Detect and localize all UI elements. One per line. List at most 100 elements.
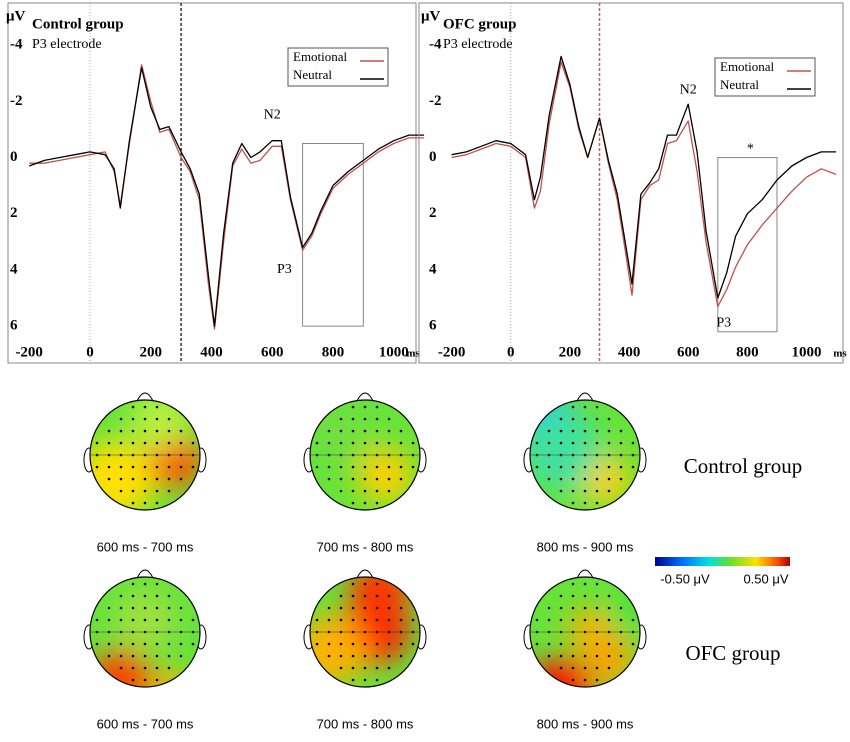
electrode (559, 594, 563, 598)
electrode (375, 582, 379, 586)
electrode (351, 417, 355, 421)
electrode (339, 417, 343, 421)
electrode (155, 606, 159, 610)
topomap (523, 392, 647, 511)
electrode (339, 429, 343, 433)
electrode (179, 654, 183, 658)
electrode (143, 594, 147, 598)
electrode (143, 429, 147, 433)
electrode (327, 618, 331, 622)
topomap-fill (90, 577, 200, 687)
electrode (595, 441, 599, 445)
electrode (571, 666, 575, 670)
electrode (399, 477, 403, 481)
electrode (179, 606, 183, 610)
electrode (583, 654, 587, 658)
electrode (387, 441, 391, 445)
electrode (191, 465, 195, 469)
electrode (131, 429, 135, 433)
electrode (363, 477, 367, 481)
annotation: P3 (716, 316, 731, 331)
electrode (583, 594, 587, 598)
electrode (315, 618, 319, 622)
electrode (375, 429, 379, 433)
electrode (119, 666, 123, 670)
nose (136, 392, 154, 402)
electrode (595, 477, 599, 481)
electrode (155, 501, 159, 505)
electrode (363, 582, 367, 586)
electrode (351, 582, 355, 586)
electrode (179, 465, 183, 469)
x-tick-label: 400 (200, 344, 223, 360)
electrode (583, 441, 587, 445)
electrode (167, 417, 171, 421)
electrode (559, 618, 563, 622)
electrode (387, 465, 391, 469)
electrode (571, 678, 575, 682)
electrode (375, 441, 379, 445)
electrode (155, 642, 159, 646)
electrode (131, 678, 135, 682)
electrode (363, 594, 367, 598)
x-tick-label: 400 (618, 344, 641, 360)
electrode (363, 678, 367, 682)
electrode (119, 654, 123, 658)
y-tick-label: -2 (429, 93, 442, 109)
electrode (351, 618, 355, 622)
y-tick-label: 2 (429, 205, 437, 221)
annotation: P3 (277, 262, 292, 277)
electrode (143, 441, 147, 445)
electrode (143, 654, 147, 658)
electrode (619, 618, 623, 622)
electrode (571, 501, 575, 505)
electrode (607, 666, 611, 670)
electrode (607, 642, 611, 646)
head-outline (529, 576, 641, 688)
electrode (143, 405, 147, 409)
x-tick-label: 800 (736, 344, 759, 360)
electrode (155, 678, 159, 682)
electrode (583, 666, 587, 670)
electrode (607, 594, 611, 598)
electrode (155, 477, 159, 481)
electrode (571, 582, 575, 586)
electrode (571, 618, 575, 622)
electrode (583, 678, 587, 682)
chart-subtitle: P3 electrode (443, 37, 513, 52)
electrode (571, 594, 575, 598)
electrode (143, 477, 147, 481)
electrode (571, 489, 575, 493)
electrode (571, 465, 575, 469)
electrode (547, 477, 551, 481)
electrode (363, 666, 367, 670)
electrode (119, 618, 123, 622)
electrode (143, 666, 147, 670)
electrode (95, 441, 99, 445)
electrode (351, 642, 355, 646)
electrode (131, 417, 135, 421)
topomap (303, 392, 427, 511)
electrode (351, 666, 355, 670)
electrode (351, 489, 355, 493)
electrode (619, 441, 623, 445)
electrode (399, 465, 403, 469)
topomap (523, 569, 647, 688)
electrode (107, 441, 111, 445)
electrode (571, 441, 575, 445)
electrode (315, 441, 319, 445)
electrode (607, 654, 611, 658)
electrode (167, 441, 171, 445)
electrode (107, 618, 111, 622)
electrode (119, 606, 123, 610)
blob (90, 650, 150, 687)
electrode (619, 606, 623, 610)
electrode (619, 642, 623, 646)
electrode (387, 417, 391, 421)
electrode (375, 678, 379, 682)
electrode (327, 465, 331, 469)
electrode (351, 501, 355, 505)
electrode (631, 465, 635, 469)
electrode (119, 477, 123, 481)
electrode (363, 618, 367, 622)
